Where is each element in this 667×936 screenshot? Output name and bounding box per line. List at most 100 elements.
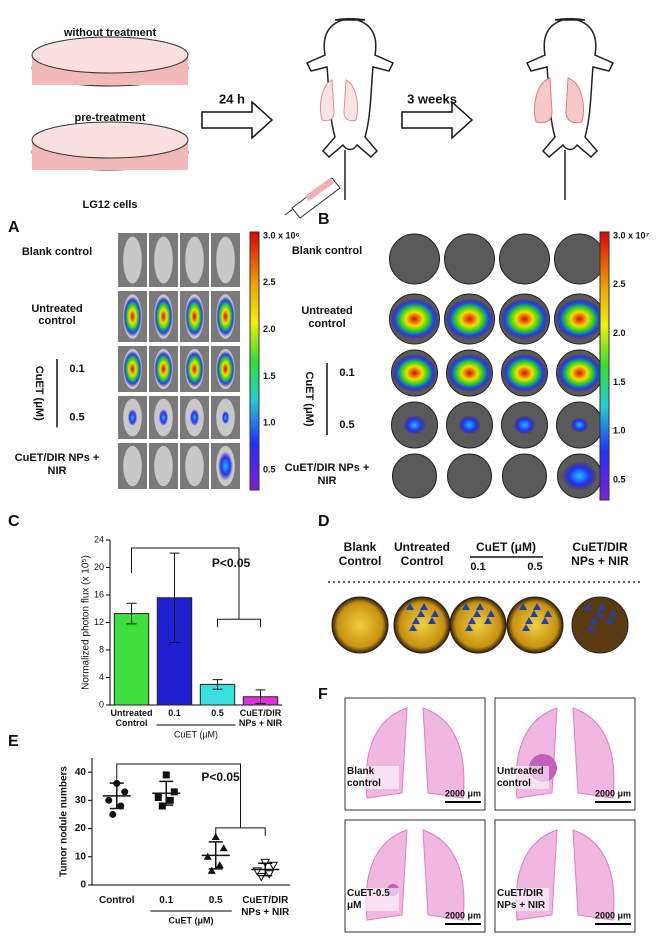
dose-label: 0.5 xyxy=(69,411,84,423)
signal xyxy=(154,296,173,337)
scale-bar-label: 2000 μm xyxy=(595,788,631,798)
panel-letter: D xyxy=(318,513,330,530)
label: 0.5 xyxy=(211,708,224,718)
nodule-marker xyxy=(417,610,425,617)
label-box: CuET/DIR NPs + NIR xyxy=(15,452,100,477)
arrow xyxy=(201,100,274,140)
group-label: CuET (μM) xyxy=(476,540,536,554)
signal xyxy=(570,417,589,433)
y-tick-label: 4 xyxy=(99,672,104,682)
dish xyxy=(31,121,189,159)
nodule-marker xyxy=(487,610,495,617)
panel-letter: E xyxy=(8,733,19,750)
label: Untreated control xyxy=(301,305,353,330)
lung-image xyxy=(447,453,492,499)
nodule-marker xyxy=(462,603,470,610)
scale-bar-label: 2000 μm xyxy=(595,910,631,920)
lung-image xyxy=(499,233,550,285)
nodule-marker xyxy=(476,603,484,610)
point xyxy=(121,788,129,796)
y-tick-label: 20 xyxy=(75,823,87,834)
nodule-marker xyxy=(428,617,436,624)
label: LG12 cells xyxy=(82,199,137,211)
error-bar xyxy=(255,689,266,705)
y-tick-label: 30 xyxy=(75,795,87,806)
nodule-marker xyxy=(525,617,533,624)
panel-letter: F xyxy=(318,686,328,703)
signal xyxy=(216,350,235,388)
schematic xyxy=(31,18,615,219)
nodule-marker xyxy=(409,624,417,631)
label-box: 0.5 xyxy=(209,895,223,906)
label-box: Blank control xyxy=(21,246,93,258)
label: Blank control xyxy=(21,246,93,258)
label: CuET/DIR NPs + NIR xyxy=(571,541,629,568)
signal xyxy=(403,415,426,435)
mouse-body xyxy=(216,236,235,284)
label: 0.1 xyxy=(159,895,174,906)
point xyxy=(203,852,212,860)
point xyxy=(219,844,228,852)
label: CuET/DIR NPs + NIR xyxy=(284,462,370,487)
annotation: P<0.05 xyxy=(212,556,251,570)
label-box: Untreated control xyxy=(31,303,82,328)
label: without treatment xyxy=(63,27,157,39)
lung-image xyxy=(502,453,547,499)
colorbar-tick-label: 0.5 xyxy=(263,464,276,474)
label: CuET/DIR NPs + NIR xyxy=(497,888,549,911)
colorbar-tick-label: 2.5 xyxy=(263,277,276,287)
colorbar xyxy=(249,231,260,491)
scale-bar-label: 2000 μm xyxy=(445,910,481,920)
nodule-marker xyxy=(465,624,473,631)
mouse-body xyxy=(154,445,173,487)
signal xyxy=(218,451,233,481)
label-box: CuET/DIR NPs + NIR xyxy=(497,888,549,911)
error-bar xyxy=(159,780,174,806)
colorbar-tick-label: 2.0 xyxy=(613,328,626,338)
mouse-body xyxy=(123,445,142,487)
nodule-marker xyxy=(590,617,598,624)
dose-label: 0.1 xyxy=(69,363,84,375)
lung-image xyxy=(389,233,440,285)
nodule-marker xyxy=(406,603,414,610)
mouse-body xyxy=(185,236,204,284)
significance-bracket xyxy=(131,547,261,628)
signal xyxy=(221,410,230,425)
signal xyxy=(154,350,173,388)
signal xyxy=(513,415,536,435)
nodule-marker xyxy=(473,610,481,617)
label-box: 0.1 xyxy=(168,708,181,718)
group-label: CuET (μM) xyxy=(169,915,214,925)
lung-image xyxy=(392,453,437,499)
panel-letter: A xyxy=(8,219,20,236)
label: Control xyxy=(98,895,135,906)
nodule-marker xyxy=(587,624,595,631)
colorbar-tick-label: 2.5 xyxy=(613,279,626,289)
label: Untreated control xyxy=(497,766,549,789)
label-box: Blank control xyxy=(292,245,362,257)
y-tick-label: 24 xyxy=(94,534,104,544)
mouse-body xyxy=(185,445,204,487)
y-tick-label: 12 xyxy=(94,617,104,627)
nodule-marker xyxy=(598,603,606,610)
label-box: CuET/DIR NPs + NIR xyxy=(241,895,289,918)
point xyxy=(162,771,170,779)
lung-photo xyxy=(331,596,389,654)
lungs xyxy=(319,79,359,122)
annotation: P<0.05 xyxy=(201,770,240,784)
label-box: Untreated Control xyxy=(394,541,450,568)
syringe-fluid xyxy=(305,178,334,201)
nodule-marker xyxy=(544,610,552,617)
y-axis-label: Normalized photon flux (x 10⁵) xyxy=(81,555,92,690)
signal xyxy=(447,354,492,392)
dose-label: 0.5 xyxy=(339,419,354,431)
label-box: Untreated control xyxy=(497,766,549,789)
point xyxy=(268,861,279,871)
lung-photo xyxy=(393,596,451,654)
y-tick-label: 8 xyxy=(99,644,104,654)
colorbar xyxy=(599,231,610,501)
error-bar xyxy=(258,862,273,877)
dose-label: 0.1 xyxy=(470,561,485,573)
signal xyxy=(158,408,169,427)
